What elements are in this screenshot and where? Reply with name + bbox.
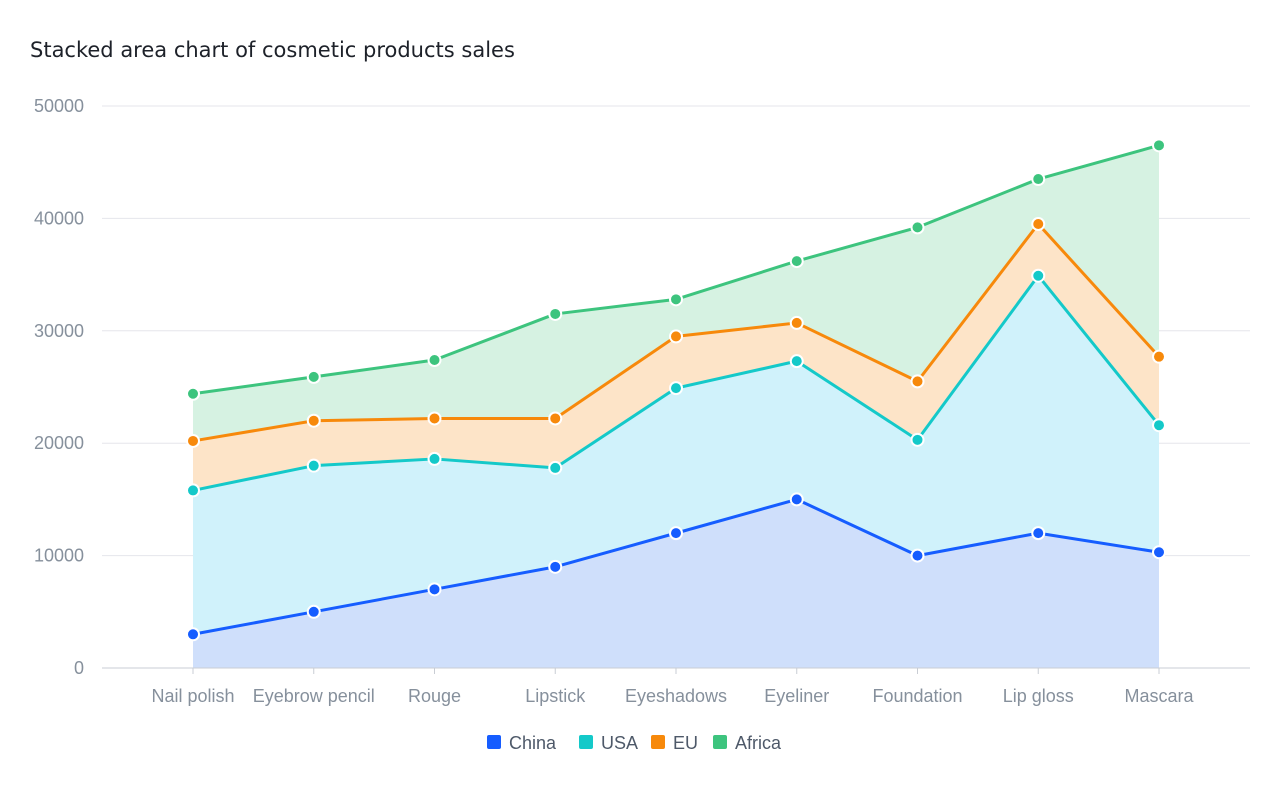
legend-label: EU (673, 733, 698, 753)
x-tick-label: Foundation (872, 686, 962, 706)
area-africa (193, 145, 1159, 441)
y-tick-label: 40000 (34, 208, 84, 228)
legend-item-eu[interactable]: EU (651, 733, 698, 753)
point-usa[interactable] (1031, 268, 1046, 283)
point-china[interactable] (186, 627, 200, 642)
point-eu[interactable] (427, 411, 442, 426)
point-africa[interactable] (669, 292, 683, 307)
legend-swatch (713, 735, 727, 749)
point-china[interactable] (910, 548, 925, 563)
point-eu[interactable] (1152, 349, 1166, 364)
x-tick-label: Mascara (1124, 686, 1194, 706)
point-china[interactable] (1152, 545, 1166, 560)
point-usa[interactable] (669, 381, 683, 396)
chart-title: Stacked area chart of cosmetic products … (30, 38, 515, 62)
point-africa[interactable] (789, 254, 804, 269)
legend-swatch (487, 735, 501, 749)
y-tick-label: 20000 (34, 433, 84, 453)
point-usa[interactable] (789, 354, 804, 369)
x-tick-label: Eyeliner (764, 686, 829, 706)
point-eu[interactable] (186, 433, 200, 448)
point-usa[interactable] (306, 458, 321, 473)
x-tick-label: Rouge (408, 686, 461, 706)
point-africa[interactable] (548, 306, 563, 321)
x-tick-label: Lipstick (525, 686, 586, 706)
point-china[interactable] (1031, 526, 1046, 541)
area-usa (193, 275, 1159, 635)
point-africa[interactable] (306, 369, 321, 384)
legend-swatch (579, 735, 593, 749)
y-tick-label: 50000 (34, 96, 84, 116)
point-africa[interactable] (186, 386, 200, 401)
x-tick-label: Lip gloss (1003, 686, 1074, 706)
y-axis: 0 10000 20000 30000 40000 50000 (34, 96, 84, 678)
point-usa[interactable] (1152, 418, 1166, 433)
legend-label: USA (601, 733, 638, 753)
x-tick-label: Eyebrow pencil (253, 686, 375, 706)
point-china[interactable] (548, 559, 563, 574)
point-africa[interactable] (427, 353, 442, 368)
point-usa[interactable] (427, 451, 442, 466)
x-axis: Nail polish Eyebrow pencil Rouge Lipstick Ey… (102, 667, 1250, 706)
point-usa[interactable] (910, 432, 925, 447)
legend-item-usa[interactable]: USA (579, 733, 638, 753)
area-fills (193, 145, 1159, 668)
x-tick-label: Nail polish (151, 686, 234, 706)
point-eu[interactable] (548, 411, 563, 426)
point-eu[interactable] (910, 374, 925, 389)
point-china[interactable] (427, 582, 442, 597)
point-china[interactable] (306, 604, 321, 619)
legend-swatch (651, 735, 665, 749)
legend-label: China (509, 733, 557, 753)
y-tick-label: 30000 (34, 321, 84, 341)
area-china (193, 499, 1159, 668)
point-china[interactable] (789, 492, 804, 507)
x-tick-label: Eyeshadows (625, 686, 727, 706)
point-eu[interactable] (789, 315, 804, 330)
legend[interactable]: China USA EU Africa (487, 733, 782, 753)
legend-item-china[interactable]: China (487, 733, 557, 753)
point-usa[interactable] (548, 460, 563, 475)
legend-item-africa[interactable]: Africa (713, 733, 782, 753)
point-africa[interactable] (1152, 138, 1166, 153)
point-eu[interactable] (306, 413, 321, 428)
point-africa[interactable] (1031, 172, 1046, 187)
y-tick-label: 10000 (34, 546, 84, 566)
point-china[interactable] (669, 526, 683, 541)
data-points (186, 138, 1166, 642)
point-eu[interactable] (669, 329, 683, 344)
y-tick-label: 0 (74, 658, 84, 678)
point-usa[interactable] (186, 483, 200, 498)
point-africa[interactable] (910, 220, 925, 235)
point-eu[interactable] (1031, 217, 1046, 232)
legend-label: Africa (735, 733, 782, 753)
